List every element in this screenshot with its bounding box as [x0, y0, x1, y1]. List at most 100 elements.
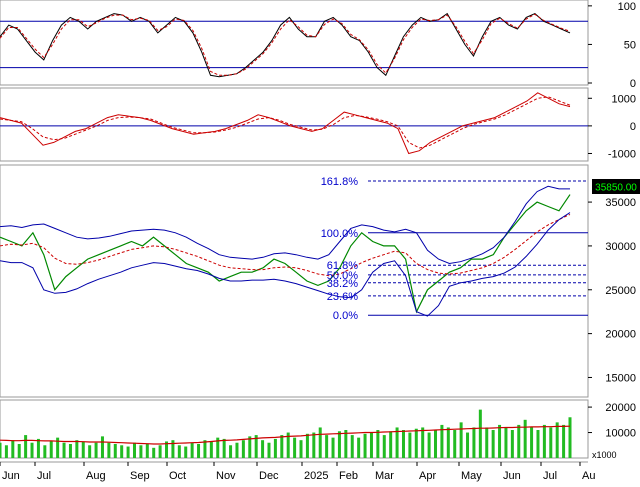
volume-bar	[241, 440, 245, 458]
volume-bar	[165, 441, 169, 458]
volume-bar	[209, 441, 213, 458]
volume-bar	[555, 422, 559, 458]
volume-bar	[267, 442, 271, 458]
stochastic-tick-label: 0	[630, 78, 636, 90]
volume-bar	[427, 432, 431, 458]
last-price-badge: 35850.00	[592, 179, 640, 194]
volume-bar	[0, 442, 2, 458]
macd-line	[0, 92, 571, 155]
volume-bar	[363, 433, 367, 458]
volume-bar	[75, 440, 79, 458]
volume-bar	[107, 442, 111, 458]
volume-bar	[549, 427, 553, 458]
volume-bar	[568, 417, 572, 458]
volume-bar	[369, 432, 373, 458]
fibonacci-level-label: 0.0%	[333, 310, 358, 322]
volume-bar	[17, 444, 21, 458]
volume-bar	[132, 442, 136, 458]
last-price-label: 35850.00	[595, 183, 637, 194]
volume-bar	[100, 436, 104, 458]
price-line	[0, 194, 571, 314]
volume-bar	[30, 442, 34, 458]
volume-bar	[62, 442, 66, 458]
volume-bar	[81, 441, 85, 458]
volume-bar	[478, 409, 482, 458]
x-axis-month-label: Jun	[503, 470, 521, 482]
volume-bar	[49, 441, 53, 458]
price-tick-label: 35000	[605, 197, 636, 209]
x-axis-month-label: Jul	[543, 470, 557, 482]
volume-bar	[325, 435, 329, 458]
volume-bar	[395, 427, 399, 458]
stochastic-k-line	[0, 12, 571, 78]
x-axis-month-label: Nov	[216, 470, 236, 482]
x-axis-month-label: 2025	[304, 470, 328, 482]
volume-bar	[24, 435, 28, 458]
volume-bar	[453, 430, 457, 458]
volume-bar	[421, 427, 425, 458]
price-tick-label: 30000	[605, 241, 636, 253]
volume-bar	[312, 432, 316, 458]
volume-bar	[299, 440, 303, 458]
volume-bar	[344, 430, 348, 458]
volume-bar	[248, 436, 252, 458]
volume-bar	[350, 435, 354, 458]
volume-tick-label: 20000	[605, 402, 636, 414]
volume-bar	[504, 427, 508, 458]
price-moving-average	[0, 213, 571, 277]
stochastic-tick-label: 50	[624, 39, 636, 51]
x-axis-month-label: Mar	[375, 470, 394, 482]
volume-bar	[523, 419, 527, 458]
volume-bar	[36, 438, 40, 458]
fibonacci-level-label: 38.2%	[327, 278, 358, 290]
volume-bar	[280, 435, 284, 458]
volume-bar	[222, 438, 226, 458]
stochastic-panel: 0 50 100	[0, 0, 636, 90]
x-axis-month-label: Sep	[130, 470, 150, 482]
bollinger-lower-band	[0, 212, 571, 317]
macd-tick-label: 1000	[612, 93, 636, 105]
volume-moving-average	[0, 425, 571, 445]
volume-bar	[459, 422, 463, 458]
macd-tick-label: 0	[630, 121, 636, 133]
x-axis-month-label: Jul	[37, 470, 51, 482]
stochastic-tick-label: 100	[618, 1, 636, 13]
volume-bar	[190, 442, 194, 458]
volume-bar	[293, 437, 297, 458]
volume-bar	[11, 440, 15, 458]
volume-bar	[382, 435, 386, 458]
volume-bar	[158, 445, 162, 458]
volume-bar	[485, 427, 489, 458]
volume-unit-label: x1000	[592, 450, 617, 460]
fibonacci-level-label: 100.0%	[321, 228, 359, 240]
volume-bar	[562, 424, 566, 458]
volume-bar	[94, 442, 98, 458]
volume-bar	[414, 428, 418, 458]
price-panel: 15000 20000 25000 30000 35000 0.0% 23.6%38.2%…	[0, 164, 640, 398]
fibonacci-level-label: 61.8%	[327, 260, 358, 272]
volume-bar	[216, 437, 220, 458]
volume-bar	[530, 427, 534, 458]
volume-bar	[171, 440, 175, 458]
fibonacci-level-label: 23.6%	[327, 291, 358, 303]
x-axis-month-label: Jun	[2, 470, 20, 482]
volume-bar	[177, 445, 181, 458]
stochastic-d-line	[0, 13, 571, 76]
volume-bar	[184, 446, 188, 458]
price-tick-label: 25000	[605, 285, 636, 297]
x-axis-month-label: Au	[582, 470, 595, 482]
bollinger-upper-band	[0, 185, 570, 265]
x-axis-month-label: Oct	[169, 470, 186, 482]
volume-panel: 10000 20000 x1000	[0, 399, 636, 460]
volume-bar	[68, 444, 72, 458]
volume-bar	[229, 445, 233, 458]
volume-bar	[536, 430, 540, 458]
volume-bar	[510, 430, 514, 458]
volume-bar	[113, 444, 117, 458]
volume-bar	[120, 445, 124, 458]
x-axis-month-label: Apr	[419, 470, 436, 482]
volume-bar	[43, 445, 47, 458]
macd-tick-label: -1000	[608, 148, 636, 160]
volume-bar	[318, 427, 322, 458]
